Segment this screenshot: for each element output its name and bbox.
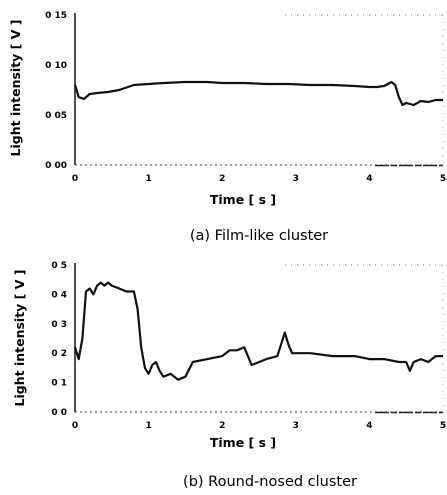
- x-tick-label: 1: [145, 421, 151, 431]
- axes-frame-b: [74, 263, 444, 414]
- x-tick-label: 0: [72, 421, 78, 431]
- x-tick-label: 2: [219, 174, 225, 184]
- y-tick-labels-a: 0 00 0 05 0 10 0 15: [45, 11, 67, 171]
- x-tick-label: 4: [366, 421, 372, 431]
- x-tick-label: 5: [440, 421, 446, 431]
- x-tick-label: 3: [293, 174, 299, 184]
- y-tick-label: 0 4: [51, 290, 67, 300]
- x-tick-label: 0: [72, 174, 78, 184]
- series-line-a: [73, 80, 443, 107]
- y-tick-label: 0 10: [45, 61, 67, 71]
- y-tick-label: 0 5: [51, 261, 67, 271]
- y-tick-label: 0 05: [45, 111, 67, 121]
- x-tick-labels-a: 0 1 2 3 4 5: [72, 174, 446, 184]
- series-line-b: [73, 281, 443, 381]
- x-tick-label: 3: [293, 421, 299, 431]
- x-tick-label: 4: [366, 174, 372, 184]
- y-tick-labels-b: 0 0 0 1 0 2 0 3 0 4 0 5: [51, 261, 67, 418]
- y-tick-label: 0 1: [51, 379, 67, 389]
- x-tick-label: 1: [145, 174, 151, 184]
- y-axis-label-b: Light intensity [ V ]: [12, 270, 27, 407]
- chart-panel-b: Light intensity [ V ] 0 0 0 1 0 2 0 3 0 4 0 5…: [12, 261, 446, 490]
- y-tick-label: 0 3: [51, 320, 67, 330]
- y-tick-label: 0 15: [45, 11, 67, 21]
- x-tick-label: 5: [440, 174, 446, 184]
- x-tick-labels-b: 0 1 2 3 4 5: [72, 421, 446, 431]
- chart-panel-a: Light intensity [ V ] 0 000 050 100 15 0…: [8, 11, 446, 244]
- axes-frame-a: [74, 13, 444, 167]
- x-axis-label-b: Time [ s ]: [210, 435, 276, 450]
- y-axis-label-a: Light intensity [ V ]: [8, 20, 23, 157]
- y-tick-label: 0 00: [45, 161, 67, 171]
- caption-a: (a) Film-like cluster: [190, 228, 328, 244]
- x-axis-label-a: Time [ s ]: [210, 192, 276, 207]
- y-tick-label: 0 2: [51, 349, 67, 359]
- caption-b: (b) Round-nosed cluster: [183, 474, 357, 490]
- x-tick-label: 2: [219, 421, 225, 431]
- y-tick-label: 0 0: [51, 408, 67, 418]
